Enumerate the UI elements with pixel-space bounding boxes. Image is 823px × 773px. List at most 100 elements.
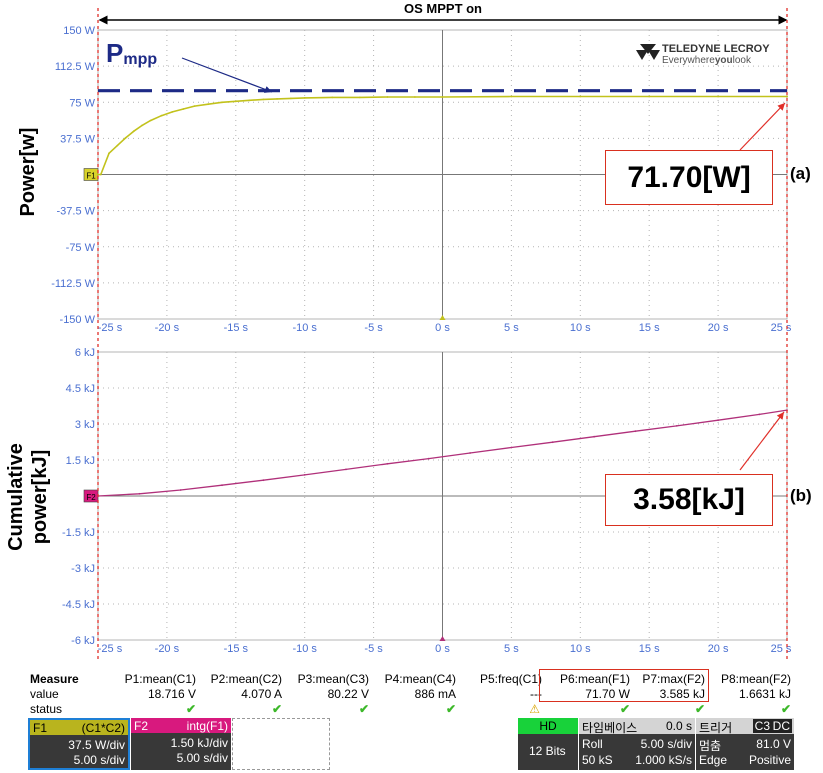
hd-panel[interactable]: HD 12 Bits	[518, 718, 578, 770]
energy-point-13	[634, 430, 637, 433]
measure-header-p3[interactable]: P3:mean(C3)	[297, 672, 369, 686]
energy-trace-badge: F2	[83, 489, 99, 503]
status-p4-check-icon: ✔	[445, 702, 456, 716]
energy-trace-badge-text: F2	[86, 493, 96, 502]
status-row-label: status	[30, 702, 63, 716]
power-point-5	[132, 130, 135, 133]
f1-trace-panel[interactable]: F1 (C1*C2) 37.5 W/div 5.00 s/div	[28, 718, 130, 770]
measure-header-p4[interactable]: P4:mean(C4)	[384, 672, 456, 686]
f2-trace-panel[interactable]: F2 intg(F1) 1.50 kJ/div 5.00 s/div	[131, 718, 231, 770]
measure-header-p6[interactable]: P6:mean(F1)	[559, 672, 630, 686]
status-p6-check-icon: ✔	[619, 702, 630, 716]
f1-hdiv: 5.00 s/div	[73, 753, 125, 767]
power-x-tick-6: 5 s	[504, 322, 519, 334]
power-x-tick-10: 25 s	[771, 322, 792, 334]
power-value-box: 71.70[W]	[605, 150, 773, 205]
power-y-tick-1: 112.5 W	[55, 61, 96, 73]
f1-title: (C1*C2)	[81, 721, 125, 735]
energy-x-tick-6: 5 s	[504, 643, 519, 655]
energy-x-tick-4: -5 s	[364, 643, 383, 655]
power-trigger-marker	[439, 315, 446, 320]
energy-x-tick-3: -10 s	[292, 643, 317, 655]
timebase-srate: 1.000 kS/s	[635, 753, 692, 767]
energy-y-tick-2: 3 kJ	[75, 419, 95, 431]
trigger-level: 81.0 V	[756, 737, 791, 751]
power-y-tick-8: -150 W	[60, 314, 96, 326]
measure-header-p7[interactable]: P7:max(F2)	[642, 672, 705, 686]
energy-point-9	[469, 452, 471, 454]
power-point-8	[160, 114, 163, 117]
energy-value-arrow	[739, 411, 785, 471]
value-p2: 4.070 A	[241, 687, 282, 701]
energy-y-tick-6: -3 kJ	[71, 563, 95, 575]
energy-y-tick-0: 6 kJ	[75, 347, 95, 359]
header-label: OS MPPT on	[404, 1, 482, 16]
energy-point-3	[221, 484, 223, 487]
trigger-panel[interactable]: 트리거 C3 DC 멈춤 81.0 V Edge Positive	[696, 718, 794, 770]
measure-header-p8[interactable]: P8:mean(F2)	[720, 672, 791, 686]
power-point-26	[579, 95, 582, 98]
power-trace-badge: F1	[83, 168, 99, 181]
trigger-coupling: DC	[770, 719, 792, 733]
power-point-16	[262, 98, 265, 101]
power-y-axis-label: Power[w]	[17, 128, 39, 217]
power-point-25	[510, 95, 513, 98]
energy-x-tick-10: 25 s	[771, 643, 792, 655]
value-row-label: value	[30, 687, 59, 701]
power-point-27	[648, 95, 651, 98]
energy-y-axis-label-line2: power[kJ]	[29, 450, 51, 544]
power-point-28	[717, 95, 719, 98]
measure-status-row: status ✔ ✔ ✔ ✔ ⚠ ✔ ✔ ✔	[28, 702, 793, 716]
value-p6: 71.70 W	[585, 687, 630, 701]
measure-header-p5[interactable]: P5:freq(C1)	[479, 672, 542, 686]
energy-point-5	[303, 474, 306, 476]
f2-vdiv: 1.50 kJ/div	[170, 736, 228, 750]
timebase-panel[interactable]: 타임베이스 0.0 s Roll 5.00 s/div 50 kS 1.000 …	[579, 718, 695, 770]
energy-point-11	[551, 441, 554, 444]
trigger-type: Edge	[699, 753, 728, 767]
power-point-3	[116, 144, 119, 147]
power-x-tick-0: -25 s	[98, 322, 123, 334]
status-p2-check-icon: ✔	[271, 702, 282, 716]
trigger-channel: C3	[752, 719, 772, 733]
power-y-tick-3: 37.5 W	[60, 133, 95, 145]
power-y-tick-7: -112.5 W	[51, 278, 95, 290]
power-point-1	[99, 173, 102, 176]
timebase-mode: Roll	[582, 737, 603, 751]
empty-trace-slot[interactable]	[232, 718, 330, 770]
energy-point-6	[345, 468, 347, 471]
trigger-slope: Positive	[748, 753, 791, 767]
energy-point-4	[262, 479, 265, 482]
power-point-23	[414, 96, 416, 98]
power-x-tick-2: -15 s	[224, 322, 249, 334]
measure-header-p1[interactable]: P1:mean(C1)	[124, 672, 196, 686]
power-point-7	[149, 119, 152, 122]
f2-tag: F2	[134, 719, 149, 733]
measure-title: Measure	[30, 672, 79, 686]
value-p7: 3.585 kJ	[659, 687, 705, 701]
energy-y-tick-8: -6 kJ	[71, 635, 95, 647]
pmpp-label: Pmpp	[106, 38, 157, 68]
hd-bits: 12 Bits	[529, 744, 566, 758]
power-point-6	[141, 124, 144, 127]
energy-point-1	[138, 492, 141, 495]
hd-tag: HD	[539, 719, 557, 733]
energy-y-tick-7: -4.5 kJ	[62, 599, 95, 611]
label-a: (a)	[790, 164, 811, 183]
pmpp-arrow	[181, 57, 273, 93]
trigger-title: 트리거	[699, 721, 733, 735]
power-point-0	[97, 173, 99, 176]
power-point-14	[234, 100, 237, 103]
power-point-13	[221, 101, 223, 104]
power-point-17	[276, 98, 278, 100]
power-y-tick-6: -75 W	[66, 242, 96, 254]
power-point-4	[124, 137, 127, 139]
timebase-rate: 5.00 s/div	[640, 737, 692, 751]
measure-header-p2[interactable]: P2:mean(C2)	[210, 672, 282, 686]
energy-x-tick-1: -20 s	[155, 643, 180, 655]
energy-point-2	[179, 489, 182, 491]
power-point-21	[358, 96, 361, 99]
measure-highlight-box	[539, 669, 709, 702]
energy-x-tick-5: 0 s	[435, 643, 450, 655]
timebase-title: 타임베이스	[582, 721, 638, 735]
